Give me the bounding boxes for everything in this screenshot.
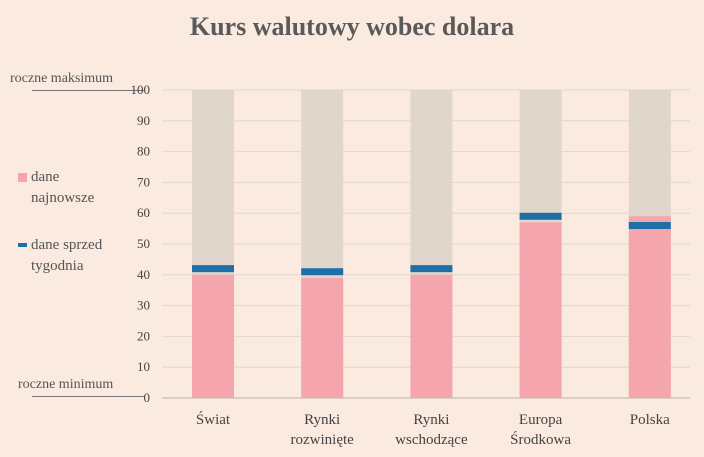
annual-minimum-rule <box>32 396 144 397</box>
legend-label-latest-line2: najnowsze <box>31 190 95 206</box>
week-ago-marker-2 <box>410 265 453 273</box>
annual-maximum-text: roczne maksimum <box>10 71 114 86</box>
legend-label-latest-line1: dane <box>31 169 60 185</box>
legend-square-icon <box>18 173 27 182</box>
y-tick-label-0: 0 <box>144 390 151 405</box>
week-ago-marker-1 <box>301 268 344 276</box>
category-label-line: Świat <box>196 411 231 428</box>
category-label-line: rozwinięte <box>291 432 355 448</box>
latest-bar-1 <box>301 277 344 398</box>
category-label-line: Polska <box>630 412 670 428</box>
annual-maximum-rule <box>32 90 144 91</box>
annual-minimum-label: roczne minimum <box>18 377 144 397</box>
week-ago-marker-3 <box>519 212 562 220</box>
y-tick-label-50: 50 <box>137 236 150 251</box>
latest-bar-3 <box>519 222 562 398</box>
category-label-line: Europa <box>519 412 563 428</box>
legend-label-week-ago-line2: tygodnia <box>31 258 84 274</box>
category-label-0: Świat <box>196 411 231 428</box>
category-label-4: Polska <box>630 412 670 428</box>
y-tick-label-40: 40 <box>137 267 150 282</box>
y-tick-label-80: 80 <box>137 144 150 159</box>
category-label-3: Europa Środkowa <box>510 412 571 448</box>
y-tick-label-100: 100 <box>131 82 151 97</box>
annual-maximum-label: roczne maksimum <box>10 71 144 91</box>
legend-item-latest: dane najnowsze <box>18 167 94 209</box>
week-ago-marker-4 <box>628 222 671 230</box>
category-label-1: Rynki rozwinięte <box>291 412 355 448</box>
y-tick-label-60: 60 <box>137 205 150 220</box>
annual-minimum-text: roczne minimum <box>18 377 114 392</box>
chart-title: Kurs walutowy wobec dolara <box>189 12 515 41</box>
y-tick-label-90: 90 <box>137 113 150 128</box>
legend-item-week-ago: dane sprzed tygodnia <box>18 235 102 277</box>
category-label-2: Rynki wschodzące <box>395 412 468 448</box>
category-label-line: Rynki <box>304 412 340 428</box>
y-tick-label-70: 70 <box>137 174 150 189</box>
legend-dash-icon <box>18 243 27 247</box>
latest-bar-2 <box>410 274 453 398</box>
latest-bar-4 <box>628 216 671 398</box>
y-tick-label-20: 20 <box>137 328 150 343</box>
latest-bar-0 <box>192 274 234 398</box>
y-tick-label-10: 10 <box>137 359 150 374</box>
category-label-line: Środkowa <box>510 431 571 448</box>
y-tick-label-30: 30 <box>137 298 150 313</box>
legend-label-week-ago-line1: dane sprzed <box>31 237 103 253</box>
category-label-line: Rynki <box>413 412 449 428</box>
week-ago-marker-0 <box>192 265 234 273</box>
category-label-line: wschodzące <box>395 432 468 448</box>
